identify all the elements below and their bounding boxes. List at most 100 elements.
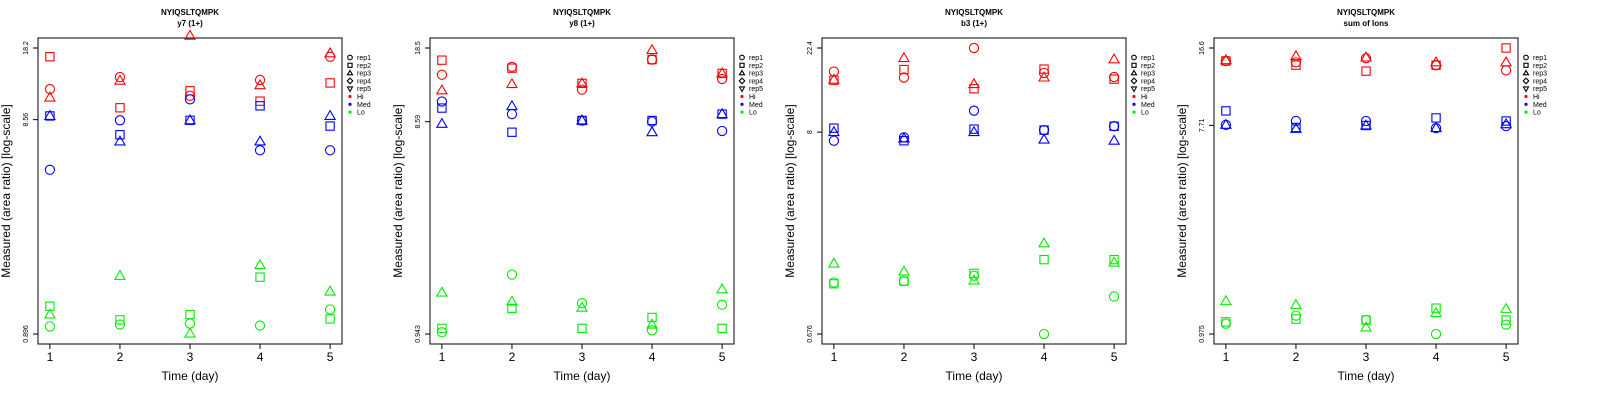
data-point-lo-rep3 <box>113 269 126 281</box>
chart-title: NYIQSLTQMPK <box>553 8 611 17</box>
data-point-med-rep1 <box>1500 121 1512 132</box>
data-point-hi-rep3 <box>967 77 981 89</box>
data-point-med-rep2 <box>647 115 657 126</box>
data-point-hi-rep1 <box>646 54 658 65</box>
data-point-hi-rep3 <box>43 91 56 102</box>
data-point-lo-rep1 <box>506 269 518 280</box>
data-point-med-rep2 <box>507 127 517 137</box>
data-point-lo-rep1 <box>1290 310 1302 321</box>
x-tick-label: 4 <box>1041 350 1048 364</box>
legend-rep5-marker <box>1522 86 1530 93</box>
data-point-med-rep3 <box>183 113 197 125</box>
data-point-hi-rep2 <box>1361 66 1371 76</box>
data-point-hi-rep2 <box>899 64 909 75</box>
data-point-lo-rep1 <box>1430 328 1442 340</box>
legend-rep1-marker <box>739 54 745 61</box>
data-point-lo-rep3 <box>43 308 56 319</box>
x-tick-label: 3 <box>971 350 978 364</box>
data-point-lo-rep2 <box>115 315 125 325</box>
data-point-hi-rep1 <box>1108 71 1120 83</box>
y-axis-label: Measured (area ratio) [log-scale] <box>783 104 797 277</box>
data-point-lo-rep2 <box>1431 303 1441 313</box>
x-tick-label: 1 <box>831 350 838 364</box>
data-point-lo-rep3 <box>1359 321 1373 332</box>
data-point-lo-rep2 <box>507 303 517 314</box>
x-tick-label: 3 <box>1363 350 1370 364</box>
data-point-lo-rep1 <box>324 304 336 315</box>
data-point-lo-rep2 <box>829 279 839 289</box>
data-point-med-rep2 <box>185 115 195 126</box>
data-point-hi-rep1 <box>114 71 126 83</box>
legend-rep5-label: rep5 <box>1533 86 1547 93</box>
x-tick-label: 5 <box>1503 350 1510 364</box>
chart-panel-2: NYIQSLTQMPK y8 (1+) 1 2 3 4 5 Time (day) 0.943 8.… <box>391 8 763 383</box>
y-axis-label: Measured (area ratio) [log-scale] <box>0 104 13 277</box>
legend-hi-label: Hi <box>1533 94 1540 101</box>
data-point-med-rep3 <box>43 109 56 120</box>
data-point-hi-rep3 <box>505 77 518 89</box>
plot-frame <box>821 37 1127 345</box>
data-point-med-rep2 <box>255 101 265 111</box>
y-tick-label: 0.975 <box>1199 325 1206 343</box>
data-point-lo-rep3 <box>254 258 267 270</box>
data-point-lo-rep2 <box>45 301 55 311</box>
chart-panel-4: NYIQSLTQMPK sum of Ions 1 2 3 4 5 Time (day) 0.9… <box>1175 8 1547 383</box>
data-point-lo-rep3 <box>575 301 589 312</box>
data-point-hi-rep1 <box>576 84 588 95</box>
data-point-hi-rep3 <box>1500 55 1513 67</box>
data-point-hi-rep2 <box>577 78 587 89</box>
legend-rep4-label: rep4 <box>749 78 763 85</box>
data-point-med-rep2 <box>325 121 335 131</box>
chart-subtitle: y7 (1+) <box>177 19 203 28</box>
data-point-med-rep1 <box>44 164 56 175</box>
data-point-hi-rep2 <box>325 78 335 88</box>
legend-rep1-marker <box>1523 54 1529 61</box>
data-point-med-rep1 <box>184 94 196 105</box>
data-point-hi-rep2 <box>1291 60 1301 70</box>
data-point-med-rep2 <box>45 111 55 121</box>
legend-rep5-label: rep5 <box>1141 86 1155 93</box>
data-point-lo-rep1 <box>44 321 56 332</box>
y-axis-label: Measured (area ratio) [log-scale] <box>391 104 405 277</box>
data-point-lo-rep2 <box>325 314 335 324</box>
legend-rep3-marker <box>738 69 746 76</box>
legend-rep2-marker <box>1131 62 1137 68</box>
data-point-lo-rep2 <box>1039 254 1049 265</box>
data-point-hi-rep2 <box>829 75 839 85</box>
data-point-lo-rep3 <box>1219 294 1232 306</box>
data-point-lo-rep1 <box>1038 328 1050 340</box>
data-point-med-rep3 <box>254 135 267 146</box>
data-point-hi-rep2 <box>1501 43 1511 53</box>
data-point-med-rep1 <box>1108 121 1120 132</box>
data-point-hi-rep3 <box>827 73 840 84</box>
legend-lo-dot <box>740 110 744 114</box>
x-tick-label: 2 <box>117 350 124 364</box>
data-point-hi-rep1 <box>44 84 56 95</box>
data-point-hi-rep3 <box>716 67 729 78</box>
data-point-med-rep2 <box>1501 116 1511 126</box>
data-point-hi-rep1 <box>1500 65 1512 76</box>
data-point-lo-rep3 <box>505 295 518 306</box>
data-point-med-rep1 <box>254 145 266 156</box>
legend-hi-label: Hi <box>1141 94 1148 101</box>
x-tick-label: 5 <box>1111 350 1118 364</box>
x-tick-label: 3 <box>579 350 586 364</box>
chart-subtitle: b3 (1+) <box>961 19 987 28</box>
legend-rep1-label: rep1 <box>1141 55 1155 62</box>
y-tick-label: 7.71 <box>1199 118 1206 132</box>
chart-panel-3: NYIQSLTQMPK b3 (1+) 1 2 3 4 5 Time (day) 0.676 8 2… <box>783 8 1155 383</box>
legend-med-dot <box>1524 102 1528 106</box>
legend-lo-label: Lo <box>1141 110 1149 117</box>
chart-title: NYIQSLTQMPK <box>945 8 1003 17</box>
chart-title: NYIQSLTQMPK <box>1337 8 1395 17</box>
legend-rep3-marker <box>346 69 354 76</box>
data-point-hi-rep1 <box>716 73 728 85</box>
data-point-lo-rep1 <box>716 299 728 310</box>
legend-rep4-marker <box>738 77 746 85</box>
legend-rep2-label: rep2 <box>1141 63 1155 70</box>
data-point-med-rep3 <box>324 109 337 120</box>
legend-rep5-label: rep5 <box>357 86 371 93</box>
legend-hi-label: Hi <box>749 94 756 101</box>
data-point-med-rep3 <box>1359 119 1373 130</box>
